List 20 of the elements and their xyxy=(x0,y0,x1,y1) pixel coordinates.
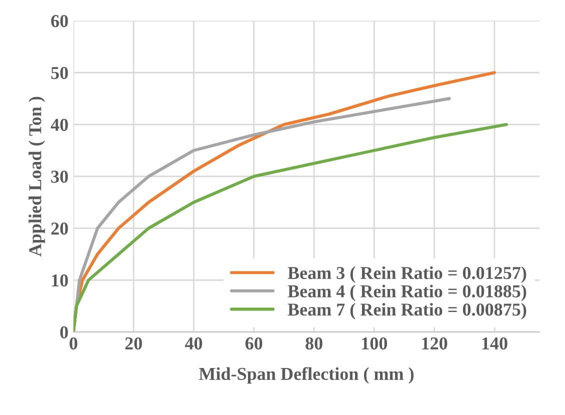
x-axis-title: Mid-Span Deflection ( mm ) xyxy=(199,367,414,384)
x-tick-label: 80 xyxy=(306,337,322,350)
y-tick-label: 20 xyxy=(51,222,68,235)
y-tick-label: 30 xyxy=(51,170,68,183)
legend-label: Beam 7 ( Rein Ratio = 0.00875) xyxy=(288,302,526,320)
x-tick-label: 40 xyxy=(184,337,202,350)
y-tick-label: 10 xyxy=(52,274,68,287)
legend-label: Beam 4 ( Rein Ratio = 0.01885) xyxy=(288,284,526,302)
x-tick-label: 60 xyxy=(245,337,262,350)
x-tick-label: 140 xyxy=(482,337,508,350)
y-tick-label: 50 xyxy=(51,66,68,80)
x-tick-label: 20 xyxy=(125,337,142,350)
y-tick-label: 60 xyxy=(51,15,68,28)
x-tick-label: 100 xyxy=(362,337,388,350)
y-tick-label: 0 xyxy=(60,326,68,338)
x-tick-label: 0 xyxy=(70,337,78,350)
x-tick-label: 120 xyxy=(422,337,448,350)
legend-label: Beam 3 ( Rein Ratio = 0.01257) xyxy=(288,266,526,283)
y-tick-label: 40 xyxy=(50,118,68,131)
y-axis-title: Applied Load ( Ton ) xyxy=(28,96,45,256)
